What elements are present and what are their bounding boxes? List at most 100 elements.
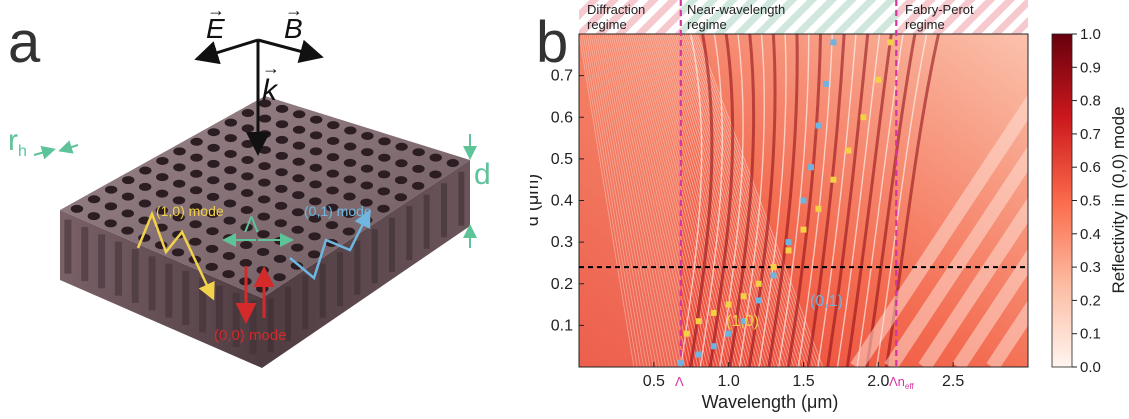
side-hole-channel xyxy=(182,271,190,325)
regime-near-line1: Near-wavelength xyxy=(687,2,785,17)
side-hole-channel xyxy=(285,286,291,341)
air-hole xyxy=(275,104,289,113)
y-tick-label: 0.2 xyxy=(551,276,573,293)
side-hole-channel xyxy=(148,256,156,311)
mode-10-label: (1,0) mode xyxy=(156,203,224,219)
air-hole xyxy=(344,126,357,135)
y-tick-label: 0.4 xyxy=(551,193,573,210)
diffraction-stripe xyxy=(608,34,683,367)
air-hole xyxy=(172,196,186,205)
air-hole xyxy=(343,209,356,218)
resonance-streak xyxy=(797,34,834,367)
side-hole-channel xyxy=(267,298,274,353)
diffraction-stripe xyxy=(648,34,747,367)
air-hole xyxy=(240,206,254,215)
air-hole xyxy=(172,179,186,188)
diffraction-stripe xyxy=(690,34,814,367)
air-hole xyxy=(207,176,220,185)
air-hole xyxy=(241,109,255,118)
air-hole xyxy=(207,128,220,137)
resonance-streak xyxy=(708,34,735,367)
diffraction-stripe xyxy=(598,34,667,367)
rh-arrow-2 xyxy=(58,140,79,154)
air-hole xyxy=(292,125,306,134)
colorbar-tick-label: 1.0 xyxy=(1080,26,1101,43)
diffraction-stripe xyxy=(662,34,769,367)
diffraction-stripe xyxy=(582,34,641,367)
air-hole xyxy=(258,130,272,139)
resonance-streak xyxy=(836,34,881,367)
series-10-point xyxy=(815,205,822,212)
diffraction-stripe xyxy=(622,34,705,367)
y-tick-label: 0.5 xyxy=(551,151,573,168)
fabry-perot-band xyxy=(952,248,1028,367)
air-hole xyxy=(258,162,271,171)
side-hole-channel xyxy=(199,278,207,333)
diffraction-stripe xyxy=(604,34,677,367)
rh-arrow xyxy=(33,145,56,160)
series-01-point xyxy=(815,122,822,129)
diffraction-stripe xyxy=(626,34,712,367)
series-10-point xyxy=(755,280,762,287)
series-10-point xyxy=(710,309,717,316)
colorbar-tick-label: 0.2 xyxy=(1080,292,1101,309)
air-hole xyxy=(310,115,323,124)
regime-fp-line2: regime xyxy=(905,17,945,32)
air-hole xyxy=(275,184,288,193)
air-hole xyxy=(343,158,357,167)
air-hole xyxy=(241,124,255,133)
resonance-streak xyxy=(826,34,870,367)
side-hole-channel xyxy=(114,241,122,296)
curve-label-01: (0,1) xyxy=(810,293,843,310)
air-hole xyxy=(274,201,288,210)
air-hole xyxy=(292,141,306,150)
y-tick-label: 0.6 xyxy=(551,109,573,126)
side-hole-channel xyxy=(354,240,361,295)
resonance-streak xyxy=(728,34,756,367)
air-hole xyxy=(361,148,374,157)
side-hole-channel xyxy=(165,263,173,318)
y-tick-label: 0.7 xyxy=(551,68,573,85)
air-hole xyxy=(342,227,356,236)
air-hole xyxy=(223,216,236,225)
air-hole xyxy=(207,143,220,152)
air-hole xyxy=(377,170,391,179)
d-label: d xyxy=(474,158,491,191)
x-tick-label: 0.5 xyxy=(643,373,665,390)
series-10-point xyxy=(860,114,867,121)
fabry-perot-band xyxy=(850,94,1028,367)
x-tick-label: 1.5 xyxy=(792,373,814,390)
diffraction-stripe xyxy=(586,34,648,367)
air-hole xyxy=(224,182,237,191)
resonance-streak xyxy=(699,34,723,367)
air-hole xyxy=(257,195,271,204)
series-01-point xyxy=(677,359,684,366)
air-hole xyxy=(394,176,408,185)
mode-01-label: (0,1) mode xyxy=(304,203,372,219)
air-hole xyxy=(275,120,289,129)
mode-01-path xyxy=(289,209,371,281)
side-holes xyxy=(64,171,465,355)
air-hole xyxy=(429,170,442,179)
air-hole xyxy=(155,206,169,215)
air-hole xyxy=(309,197,322,206)
air-hole xyxy=(446,159,459,168)
series-10-point xyxy=(770,264,777,271)
air-hole xyxy=(429,153,442,162)
lambda-label: Λ xyxy=(244,212,259,237)
air-hole xyxy=(309,131,323,140)
air-hole xyxy=(291,208,305,217)
diffraction-stripe xyxy=(579,34,635,367)
air-hole xyxy=(411,181,425,190)
air-hole xyxy=(327,121,340,130)
y-tick-label: 0.1 xyxy=(551,317,573,334)
resonance-streak xyxy=(845,34,893,367)
air-hole xyxy=(257,212,271,221)
side-hole-channel xyxy=(64,219,72,274)
side-hole-channel xyxy=(441,183,447,238)
side-hole-channel xyxy=(302,275,309,330)
diffraction-stripe xyxy=(580,34,638,367)
series-01-point xyxy=(710,343,717,350)
air-hole xyxy=(207,159,220,168)
rh-label: rh xyxy=(8,124,27,160)
